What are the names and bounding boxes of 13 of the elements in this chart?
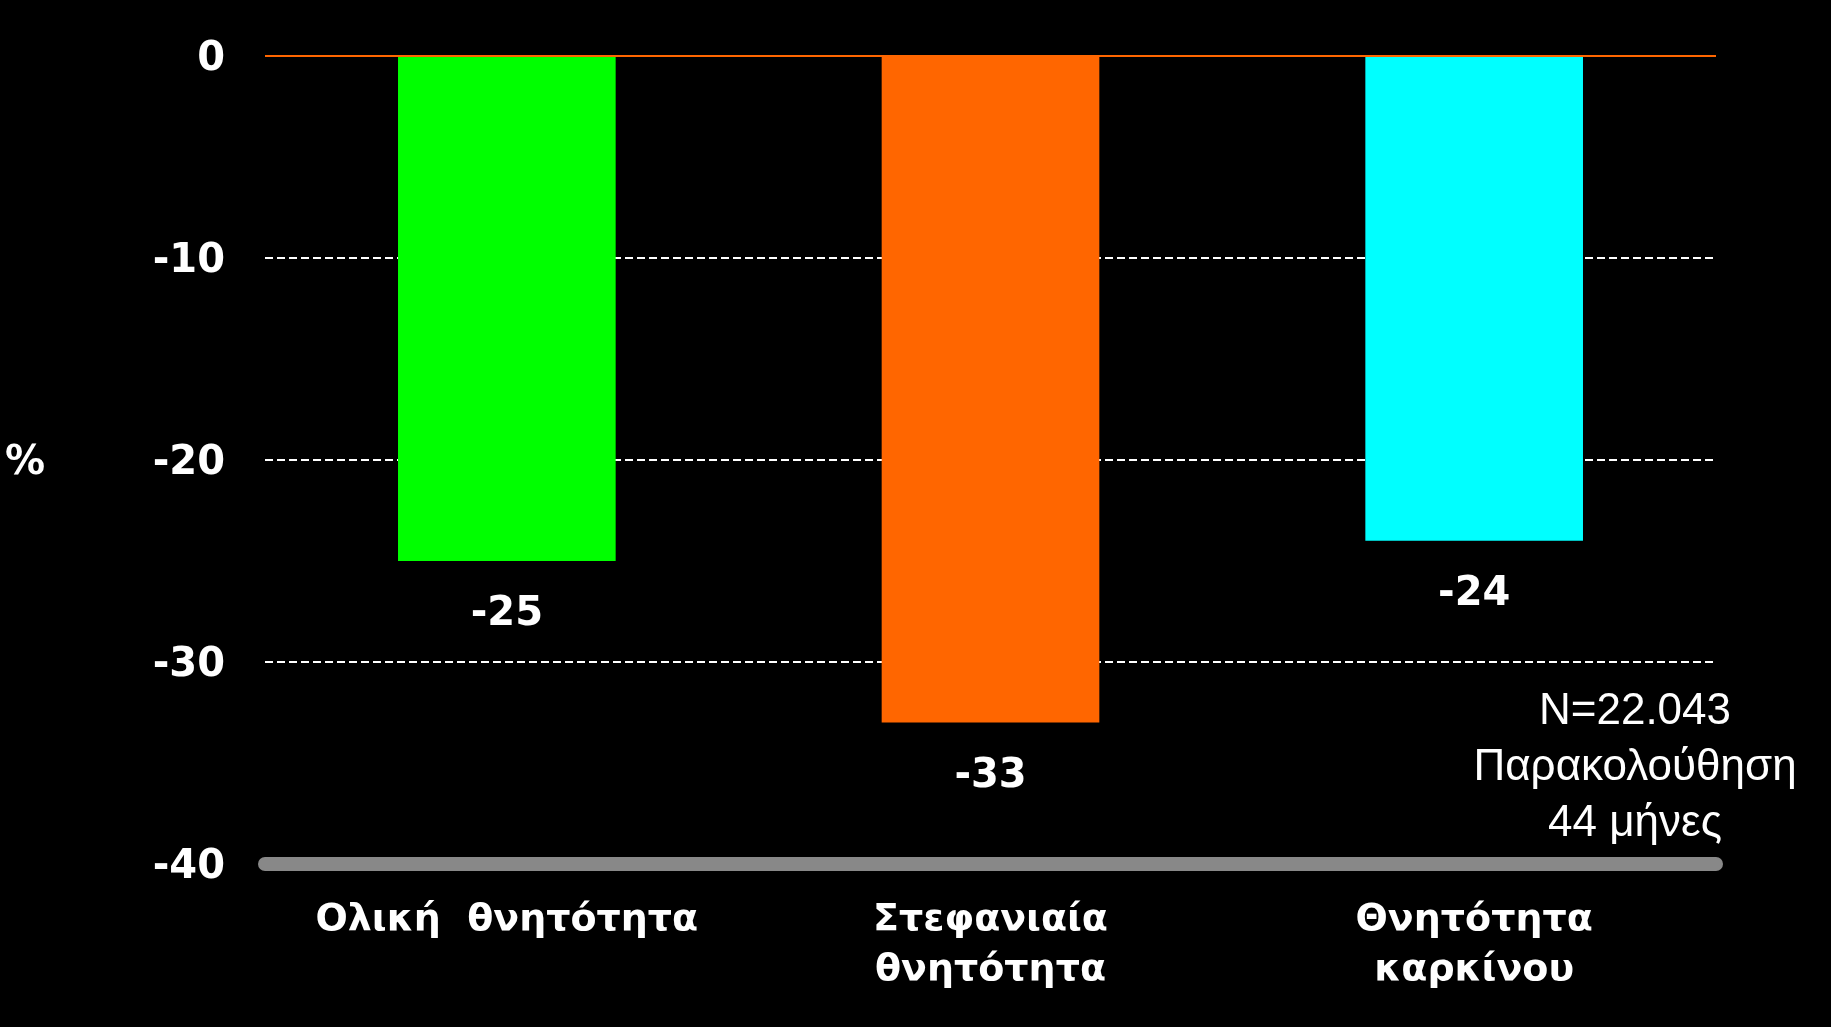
annotation: N=22.043 Παρακολούθηση 44 μήνες [1473,683,1797,845]
y-tick-label: -30 [152,639,225,685]
y-tick-label: -40 [152,841,225,887]
y-tick-label: -10 [152,235,225,281]
data-label: -24 [1438,567,1511,614]
y-tick-label: -20 [152,437,225,483]
x-tick-label: Θνητότητα καρκίνου [1355,895,1593,989]
y-axis-title: % [4,437,45,483]
y-tick-label: 0 [197,33,225,79]
data-label: -25 [470,588,543,634]
x-tick-label: Στεφανιαία θνητότητα [873,895,1108,989]
data-label: -33 [954,749,1027,796]
x-tick-label: Ολική θνητότητα [315,895,699,939]
